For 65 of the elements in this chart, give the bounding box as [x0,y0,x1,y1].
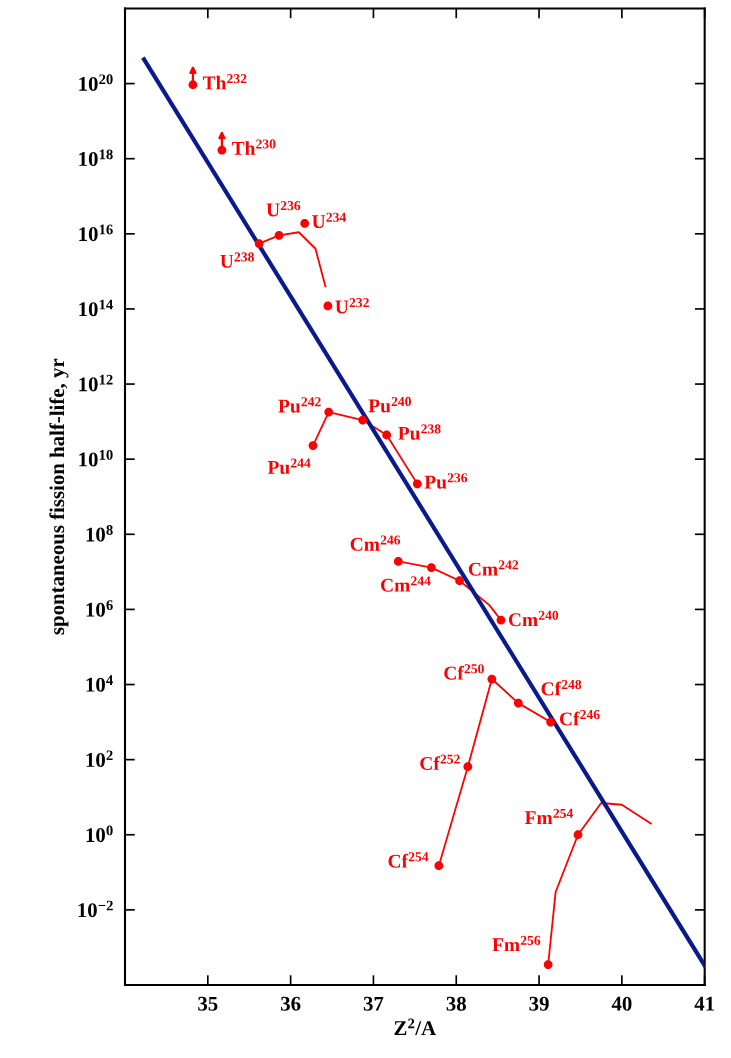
point [573,830,583,840]
annotation: Cf$^{254}$ [388,852,429,868]
annotation: Pu$^{240}$ [368,396,411,413]
annotation: Cm$^{244}$ [381,576,431,592]
point [274,230,284,240]
annotation: Cf$^{250}$ [444,664,484,680]
y-tick-label: 10$^{10}$ [79,449,113,467]
x-tick-label: 37 [363,996,384,1011]
point [487,674,497,684]
annotation: Pu$^{236}$ [424,473,468,489]
annotation: U$^{236}$ [266,201,301,217]
y-tick-label: 10$^{20}$ [79,74,113,91]
point [496,615,506,625]
x-tick-label: 39 [529,996,549,1011]
annotation: Cf$^{248}$ [541,679,582,696]
y-tick-label: 10$^{8}$ [86,525,113,542]
point [546,717,556,727]
y-tick-label: 10$^{12}$ [79,374,113,392]
point [308,441,318,450]
x-tick-label: 41 [694,996,715,1011]
annotation: Cf$^{252}$ [420,754,460,771]
y-tick-label: 10$^{6}$ [86,600,113,617]
point [455,576,464,586]
y-tick-label: 10$^{14}$ [79,299,113,317]
annotation: U$^{238}$ [220,252,254,268]
point [254,239,264,248]
point [382,430,392,440]
y-tick-label: 10$^{2}$ [86,750,113,767]
annotation: Cm$^{240}$ [508,610,559,627]
x-axis-title: Z$^{2}$/A [394,1018,436,1036]
annotation: Pu$^{242}$ [278,397,321,413]
point [217,145,227,155]
y-tick-label: 10$^{−2}$ [78,900,113,918]
annotation: Fm$^{256}$ [492,935,541,952]
point [513,698,523,708]
x-tick-label: 35 [198,996,218,1011]
annotation: Cm$^{246}$ [350,535,401,551]
annotation: U$^{234}$ [312,212,347,229]
point [427,563,436,572]
y-tick-label: 10$^{0}$ [86,825,113,843]
y-tick-label: 10$^{4}$ [86,675,113,692]
annotation: U$^{232}$ [335,298,369,314]
x-tick-label: 40 [611,996,632,1011]
point [434,861,444,871]
annotation: Th$^{230}$ [231,139,276,155]
annotation: Cf$^{246}$ [559,710,600,726]
y-tick-label: 10$^{16}$ [79,224,113,242]
point [393,556,403,566]
annotation: Th$^{232}$ [202,74,247,90]
annotation: Pu$^{238}$ [398,424,441,440]
point [543,960,553,969]
x-tick-label: 36 [280,996,301,1011]
x-tick-label: 38 [446,996,466,1011]
y-axis-title: spontaneous fission half-life, yr [49,358,69,635]
point [323,301,333,311]
annotation: Fm$^{254}$ [524,808,574,825]
point [300,218,310,228]
point [358,415,368,425]
point [188,80,198,90]
y-tick-label: 10$^{18}$ [79,149,113,167]
annotation: Pu$^{244}$ [267,458,311,475]
point [412,479,422,489]
annotation: Cm$^{242}$ [468,560,519,576]
point [463,762,473,772]
point [324,407,334,417]
